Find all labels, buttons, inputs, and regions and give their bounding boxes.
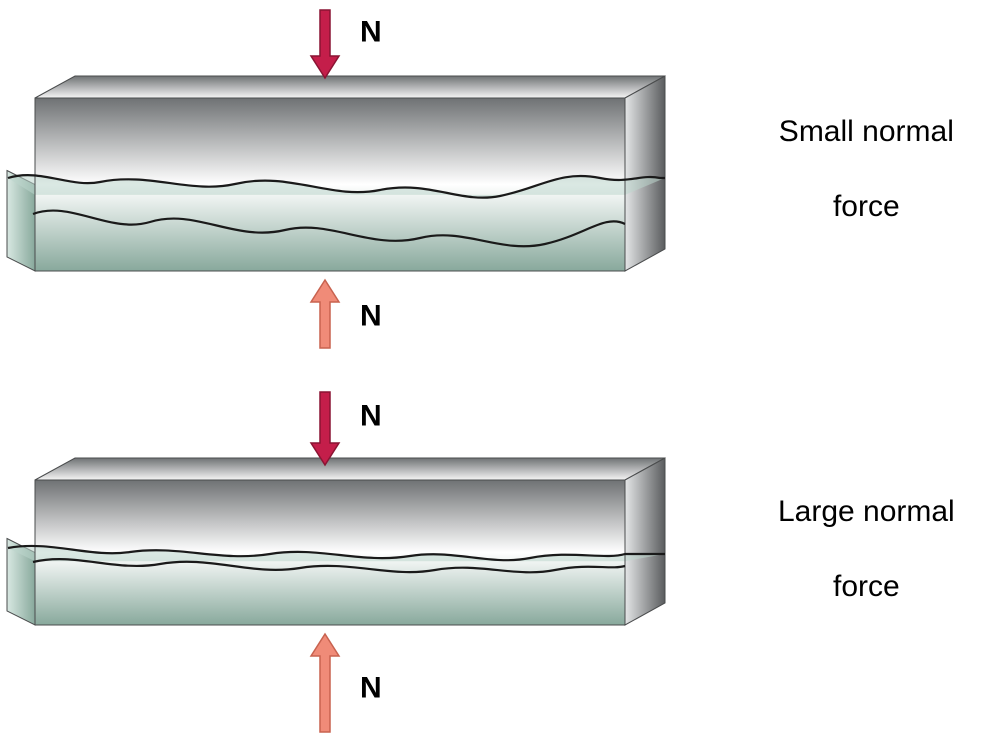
caption-line-1: Large normal xyxy=(778,495,955,528)
caption-line-1: Small normal xyxy=(779,115,954,148)
force-label-N-bottom-up: N xyxy=(360,669,382,707)
force-label-N-top-up: N xyxy=(360,297,382,335)
caption-large-normal-force: Large normal force xyxy=(761,455,954,605)
figure-stage: { "figure": { "type": "diagram", "width"… xyxy=(0,0,1000,741)
caption-line-2: force xyxy=(833,570,900,603)
caption-small-normal-force: Small normal force xyxy=(762,75,954,225)
caption-line-2: force xyxy=(833,190,900,223)
force-label-N-bottom-down: N xyxy=(360,397,382,435)
force-label-N-top-down: N xyxy=(360,13,382,51)
